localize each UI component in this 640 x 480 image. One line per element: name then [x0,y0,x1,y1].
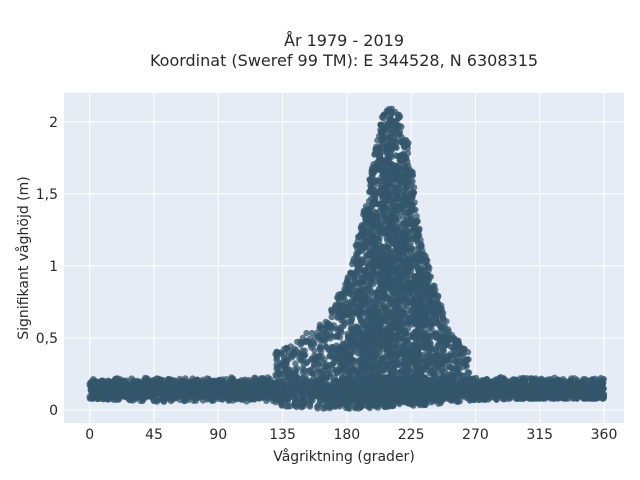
data-point [322,343,330,350]
data-point [392,152,400,159]
data-points [86,105,608,412]
data-point [352,303,359,310]
data-point [320,370,327,377]
data-point [408,246,416,253]
data-point [384,151,391,158]
data-point [387,366,395,373]
data-point [388,126,396,133]
grid-lines [64,93,624,423]
data-point [278,401,285,409]
data-point [284,403,292,410]
data-point [292,360,299,367]
data-point [407,308,415,315]
data-point [303,329,310,337]
data-point [380,115,387,122]
data-point [314,403,321,410]
data-point [443,318,450,325]
data-point [434,292,442,299]
